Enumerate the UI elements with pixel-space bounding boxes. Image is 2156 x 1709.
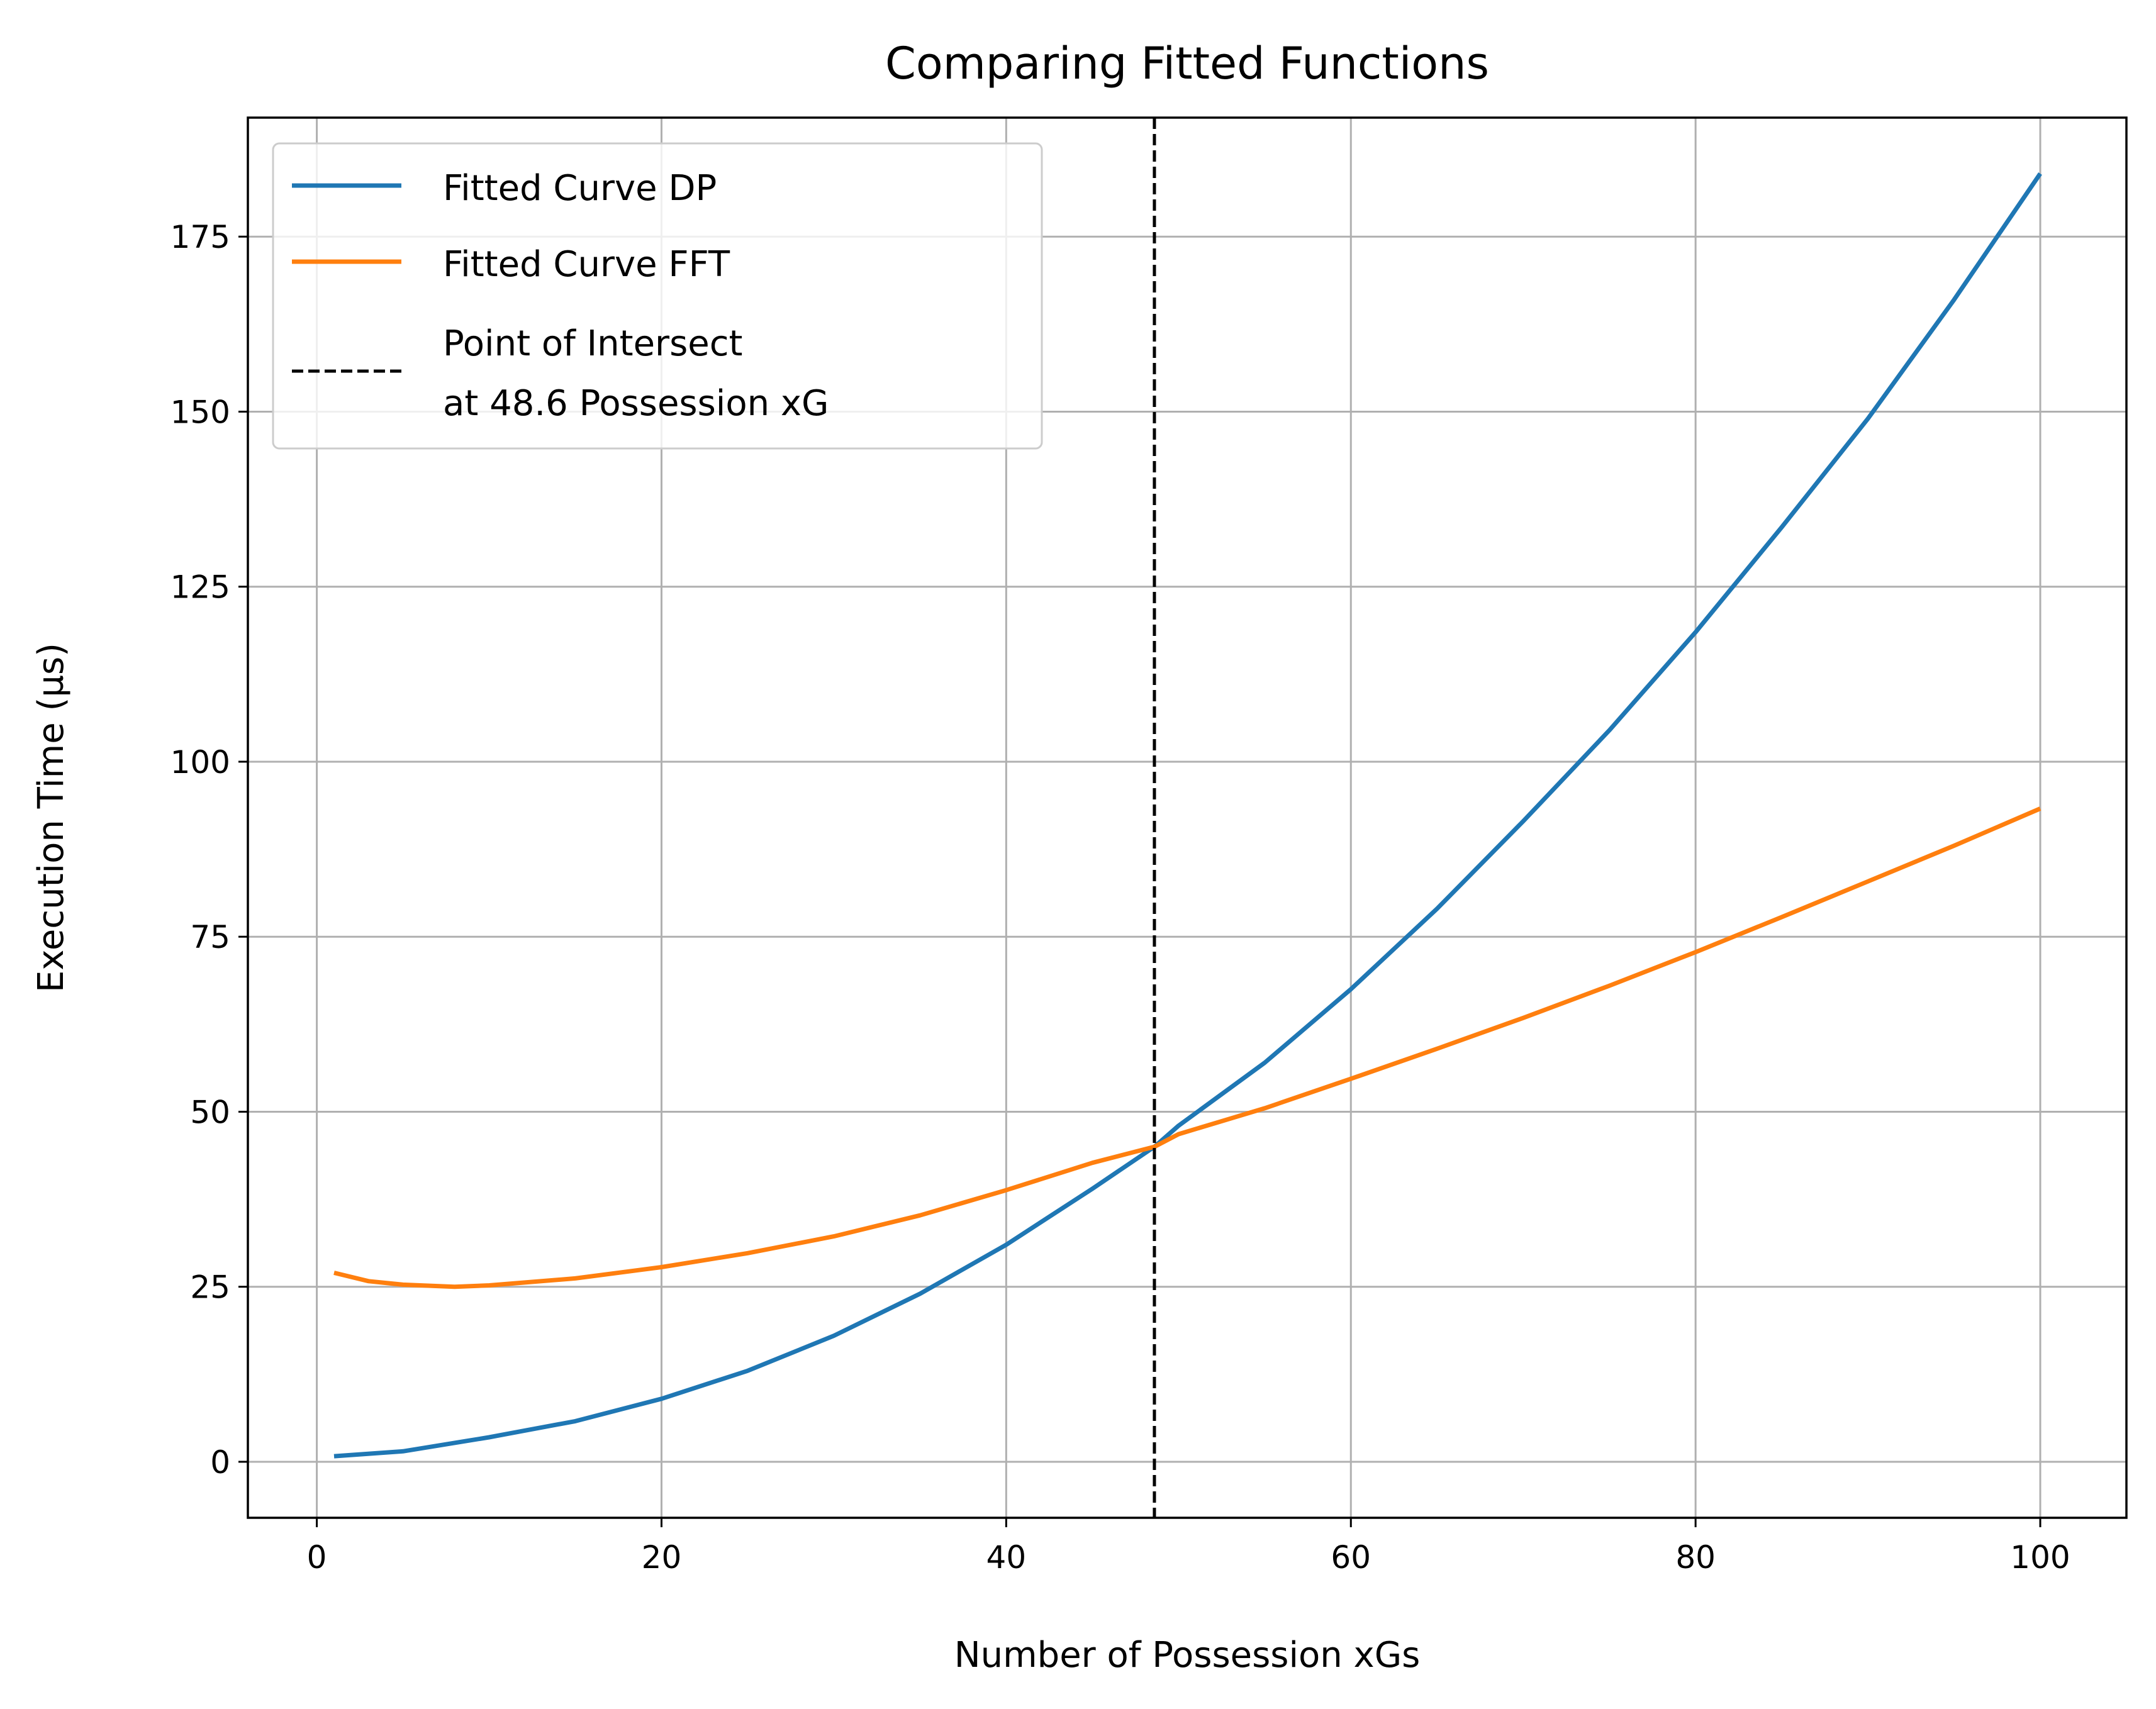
legend-label-line: Point of Intersect [443, 323, 742, 364]
y-tick-label: 175 [170, 219, 230, 255]
legend-label-2: Fitted Curve FFT [443, 244, 730, 285]
y-tick-label: 125 [170, 569, 230, 606]
x-tick-label: 60 [1331, 1539, 1371, 1576]
y-tick-label: 25 [190, 1269, 230, 1306]
chart-title: Comparing Fitted Functions [885, 38, 1489, 89]
x-tick-label: 80 [1675, 1539, 1716, 1576]
legend: Fitted Curve DP Fitted Curve FFT Point of … [272, 142, 1043, 450]
plot-area [247, 116, 2128, 1519]
axis-ticks: 0 20 40 60 80 100 0 25 50 75 100 125 150 175 [170, 219, 2070, 1576]
series [333, 118, 2042, 1518]
legend-label-3: Point of Intersect at 48.6 Possession xG [443, 323, 829, 424]
legend-label-1: Fitted Curve DP [443, 168, 717, 209]
y-tick-label: 0 [210, 1444, 230, 1481]
y-axis-label: Execution Time (µs) [31, 643, 72, 993]
y-tick-label: 50 [190, 1094, 230, 1130]
y-tick-label: 100 [170, 744, 230, 781]
x-tick-label: 100 [2010, 1539, 2070, 1576]
y-tick-label: 75 [190, 919, 230, 955]
series-line-2 [333, 806, 2041, 1289]
y-tick-label: 150 [170, 394, 230, 430]
legend-label-line: Fitted Curve FFT [443, 244, 730, 285]
x-tick-label: 20 [642, 1539, 682, 1576]
legend-label-line: at 48.6 Possession xG [443, 383, 829, 424]
x-tick-label: 40 [986, 1539, 1027, 1576]
x-axis-label: Number of Possession xGs [954, 1635, 1421, 1676]
x-tick-label: 0 [307, 1539, 327, 1576]
legend-box [272, 142, 1043, 450]
legend-label-line: Fitted Curve DP [443, 168, 717, 209]
series-line-1 [333, 172, 2042, 1459]
